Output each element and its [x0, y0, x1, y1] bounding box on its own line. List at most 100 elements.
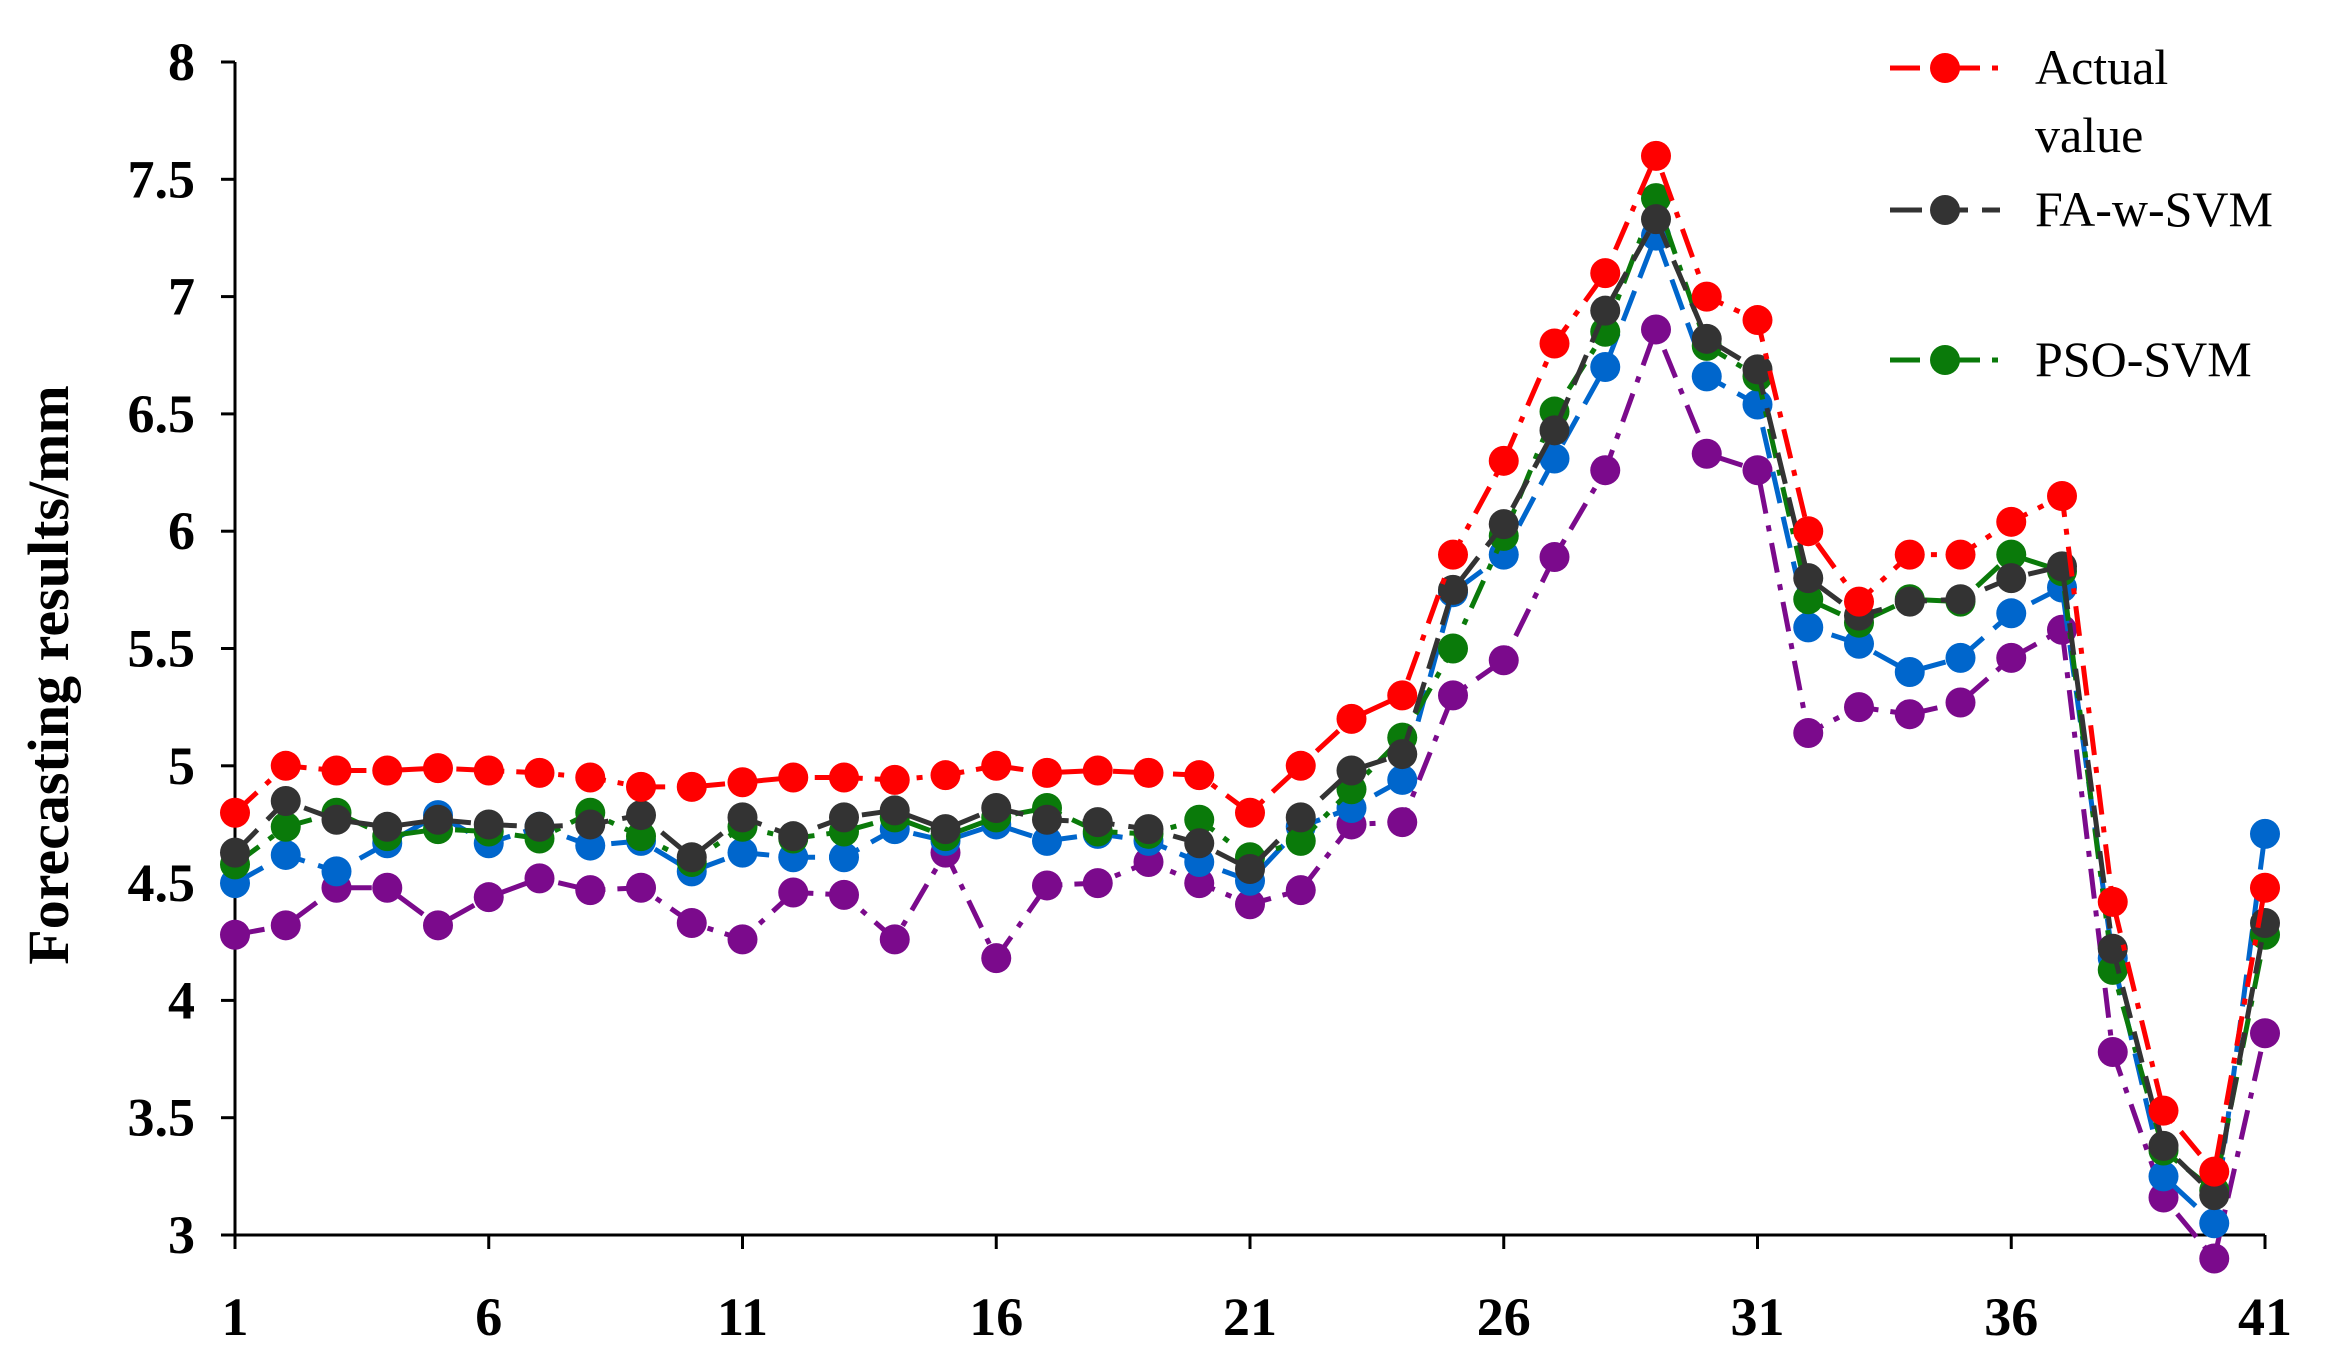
data-point: [2250, 818, 2280, 849]
x-tick-label: 1: [222, 1287, 249, 1347]
data-point: [473, 882, 504, 913]
x-tick-label: 36: [1984, 1287, 2038, 1347]
data-point: [1793, 717, 1824, 748]
series-4: [220, 140, 2280, 1187]
data-point: [270, 785, 301, 816]
data-point: [1184, 828, 1215, 859]
x-tick-label: 26: [1477, 1287, 1531, 1347]
series-line: [233, 228, 2268, 1229]
y-tick-label: 5.5: [128, 619, 196, 679]
data-point: [1285, 825, 1316, 856]
data-point: [1691, 323, 1722, 354]
data-point: [2199, 1243, 2230, 1274]
data-point: [2047, 481, 2077, 512]
data-point: [626, 821, 656, 852]
data-point: [2097, 886, 2128, 917]
data-point: [524, 757, 555, 788]
data-point: [1336, 755, 1367, 786]
data-point: [423, 753, 453, 784]
data-point: [2097, 1037, 2128, 1068]
legend-swatch-marker: [1930, 345, 1960, 375]
data-point: [2148, 1095, 2179, 1126]
data-point: [727, 837, 758, 868]
data-point: [1133, 846, 1164, 877]
data-point: [1844, 628, 1874, 659]
data-point: [1691, 438, 1722, 469]
data-point: [1235, 854, 1265, 885]
data-point: [1539, 542, 1570, 573]
y-tick-label: 5: [168, 736, 195, 796]
data-point: [372, 872, 403, 903]
data-point: [1641, 183, 1671, 214]
data-point: [1641, 204, 1671, 235]
data-point: [270, 910, 301, 941]
data-point: [2097, 933, 2128, 964]
data-point: [1438, 633, 1468, 664]
series-line: [233, 213, 2268, 1201]
data-point: [1082, 755, 1113, 786]
data-point: [2148, 1130, 2179, 1161]
legend-swatch-marker: [1930, 53, 1960, 83]
data-point: [1894, 656, 1925, 687]
x-tick-label: 31: [1731, 1287, 1785, 1347]
data-point: [321, 755, 352, 786]
data-point: [1894, 699, 1925, 730]
data-point: [1133, 757, 1164, 788]
legend-label-line2: value: [2035, 107, 2143, 163]
data-point: [575, 809, 606, 840]
data-point: [423, 804, 453, 835]
data-point: [1894, 539, 1925, 570]
data-point: [1793, 612, 1824, 643]
data-point: [1742, 354, 1773, 385]
data-point: [473, 755, 504, 786]
data-point: [981, 793, 1012, 824]
data-point: [524, 811, 555, 842]
data-point: [778, 877, 809, 908]
data-point: [1945, 687, 1976, 718]
series-0: [220, 314, 2280, 1274]
data-point: [1032, 870, 1062, 901]
x-tick-label: 21: [1223, 1287, 1277, 1347]
series-3: [220, 204, 2280, 1211]
data-point: [626, 771, 656, 802]
data-point: [220, 797, 250, 828]
data-point: [879, 795, 910, 826]
y-tick-label: 3: [168, 1205, 195, 1265]
data-point: [1996, 598, 2027, 629]
data-point: [575, 830, 606, 861]
data-point: [220, 837, 250, 868]
data-point: [2250, 907, 2280, 938]
data-point: [2148, 1161, 2179, 1192]
data-point: [1387, 764, 1418, 795]
data-point: [1387, 739, 1418, 770]
data-point: [1285, 750, 1316, 781]
y-tick-label: 3.5: [128, 1088, 196, 1148]
y-tick-label: 4.5: [128, 853, 196, 913]
data-point: [270, 811, 301, 842]
series-layer: [220, 140, 2280, 1274]
data-point: [1539, 415, 1570, 446]
data-point: [1488, 645, 1519, 676]
data-point: [423, 910, 453, 941]
data-point: [778, 762, 809, 793]
legend: Actual value FA-w-SVM PSO-SVM: [1890, 39, 2273, 387]
data-point: [1691, 281, 1722, 312]
data-point: [1844, 692, 1874, 723]
data-point: [321, 804, 352, 835]
data-point: [1336, 703, 1367, 734]
data-point: [1742, 455, 1773, 486]
data-point: [1032, 757, 1062, 788]
data-point: [727, 767, 758, 798]
data-point: [879, 764, 910, 795]
x-tick-label: 6: [475, 1287, 502, 1347]
data-point: [270, 839, 301, 870]
data-point: [1032, 825, 1062, 856]
y-tick-label: 7: [168, 267, 195, 327]
data-point: [1590, 455, 1621, 486]
data-point: [321, 856, 352, 887]
data-point: [1996, 563, 2027, 594]
legend-label: Actual: [2035, 39, 2168, 95]
legend-entry: Actual value: [1890, 39, 2168, 163]
data-point: [829, 802, 859, 833]
data-point: [2250, 872, 2280, 903]
